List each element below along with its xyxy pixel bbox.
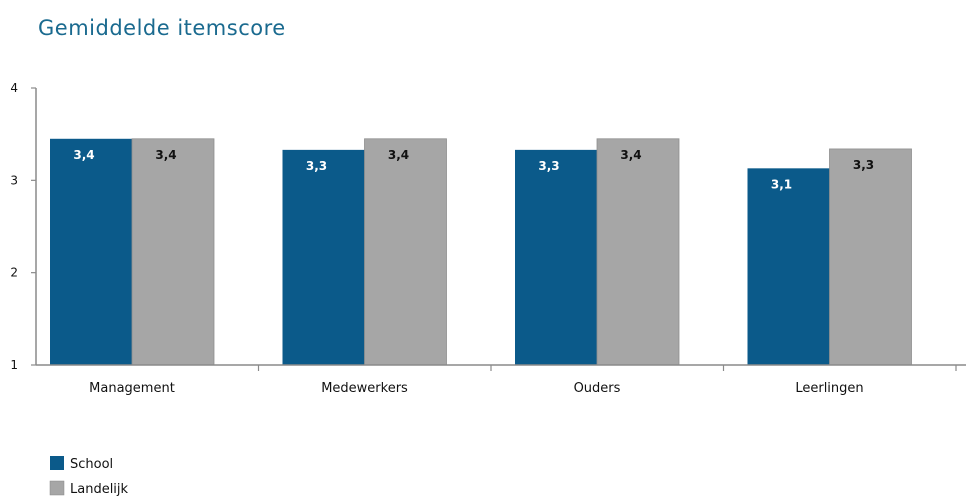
data-label-landelijk-ouders: 3,4 [620,148,641,162]
bar-school-leerlingen [747,168,830,365]
data-label-landelijk-management: 3,4 [155,148,176,162]
bar-school-management [50,138,132,365]
y-tick-label: 1 [10,358,18,372]
x-axis-ticks [257,365,957,371]
category-labels: Management Medewerkers Ouders Leerlingen [89,381,863,396]
data-label-landelijk-leerlingen: 3,3 [853,158,874,172]
category-label-management: Management [89,381,175,396]
legend-label-school: School [70,457,113,472]
legend-swatch-landelijk [49,480,65,496]
data-label-landelijk-medewerkers: 3,4 [388,148,409,162]
bar-landelijk-ouders [596,138,680,366]
y-tick-label: 3 [10,173,18,187]
data-label-school-management: 3,4 [73,148,94,162]
y-axis-ticks: 1 2 3 4 [10,81,36,372]
data-label-school-medewerkers: 3,3 [306,159,327,173]
chart-title: Gemiddelde itemscore [38,16,286,40]
y-tick-label: 2 [10,266,18,280]
bars [50,138,912,366]
bar-school-medewerkers [282,149,365,365]
y-tick-label: 4 [10,81,18,95]
category-label-medewerkers: Medewerkers [321,381,408,396]
data-label-school-ouders: 3,3 [538,159,559,173]
category-label-leerlingen: Leerlingen [795,381,863,396]
legend-label-landelijk: Landelijk [70,482,129,497]
data-label-school-leerlingen: 3,1 [771,177,792,191]
category-label-ouders: Ouders [574,381,621,396]
data-labels: 3,4 3,4 3,3 3,4 3,3 3,4 3,1 3,3 [73,148,874,192]
bar-landelijk-leerlingen [829,148,912,366]
legend-swatch-school [50,456,64,470]
bar-landelijk-medewerkers [364,138,447,366]
legend: School Landelijk [49,456,129,497]
bar-landelijk-management [131,138,215,366]
bar-school-ouders [515,149,597,365]
